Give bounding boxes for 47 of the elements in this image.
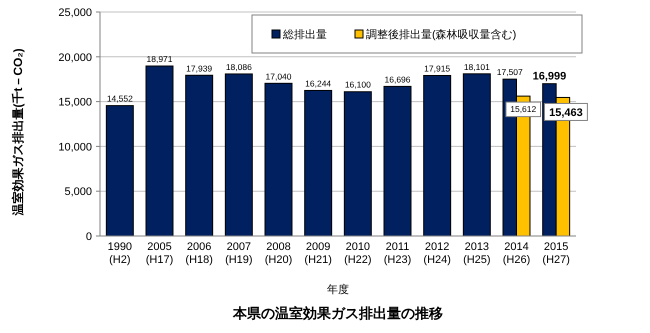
bar [264, 82, 292, 236]
legend-label: 調整後排出量(森林吸収量含む) [366, 28, 516, 41]
x-tick-label: 2011 (H23) [384, 241, 412, 266]
bar [304, 90, 332, 236]
data-label: 14,552 [106, 94, 134, 104]
x-tick-label: 2008 (H20) [264, 241, 292, 266]
x-tick-label: 2005 (H17) [146, 241, 174, 266]
data-label: 18,971 [146, 54, 173, 64]
data-label: 17,040 [266, 71, 292, 82]
x-tick-label: 2010 (H22) [344, 241, 372, 266]
data-label: 15,612 [510, 104, 537, 114]
text: 本県の温室効果ガス排出量の推移 [232, 305, 443, 321]
data-label: 16,696 [384, 74, 411, 84]
data-label: 15,463 [549, 106, 583, 119]
bar [106, 105, 134, 236]
bar [185, 74, 214, 236]
y-tick-label: 5,000 [64, 186, 92, 198]
data-label: 18,086 [226, 62, 252, 72]
y-tick-label: 15,000 [58, 96, 92, 109]
data-label: 16,100 [344, 80, 372, 90]
data-label: 17,507 [496, 67, 524, 78]
data-label: 18,101 [464, 62, 490, 72]
x-tick-label: 2012 (H24) [423, 241, 451, 266]
x-tick-label: 1990 (H2) [108, 241, 132, 266]
y-tick-label: 10,000 [58, 141, 92, 154]
x-tick-label: 2014 (H26) [502, 241, 530, 266]
x-tick-label: 2007 (H19) [225, 241, 253, 266]
bar [224, 73, 253, 236]
data-label: 17,939 [186, 63, 212, 74]
bar [344, 91, 372, 236]
bar [462, 73, 491, 236]
x-tick-label: 2013 (H25) [463, 241, 491, 266]
y-tick-label: 20,000 [58, 52, 92, 64]
data-label: 16,999 [532, 70, 566, 83]
y-tick-label: 25,000 [58, 7, 92, 19]
bar [146, 66, 174, 236]
data-label: 16,244 [305, 78, 332, 88]
x-axis-title: 年度 [327, 283, 349, 296]
x-tick-label: 2009 (H21) [304, 241, 332, 266]
y-tick-label: 0 [86, 231, 92, 243]
data-label: 17,915 [424, 63, 450, 74]
legend-label: 総排出量 [282, 28, 327, 41]
x-tick-label: 2006 (H18) [185, 241, 213, 266]
y-axis-title: 温室効果ガス排出量(千t－CO₂) [11, 48, 25, 217]
bar [423, 74, 452, 236]
bar [384, 86, 412, 236]
x-tick-label: 2015 (H27) [542, 241, 570, 266]
